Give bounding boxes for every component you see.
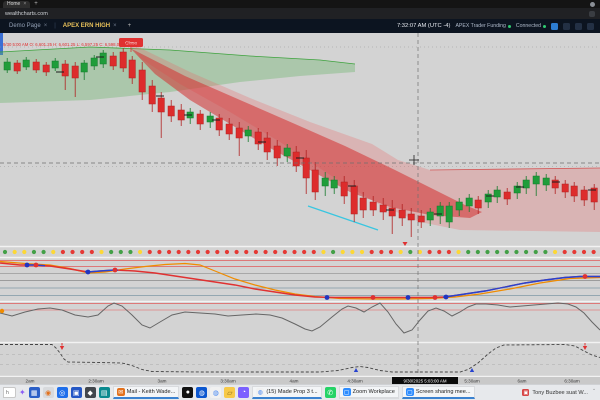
dashed-indicator-panel [0,343,600,373]
taskbar-mail[interactable]: ✉ Mail - Keith Wade... [112,386,180,399]
taskbar-mail-icon: ✉ [116,388,125,396]
svg-text:6am: 6am [518,379,527,384]
time-axis: 2am 2:30am 3am 3:30am 4am 4:30am 5:30am 6am 6:30… [0,377,600,384]
svg-text:4am: 4am [290,379,299,384]
taskbar-screenshare[interactable]: ▢ Screen sharing mee... [401,386,475,399]
app-icon-teal[interactable]: ▤ [98,387,110,398]
copilot-icon[interactable]: ✦ [19,387,26,397]
chart-canvas[interactable]: Close 2am 2:30am 3am 3:30am 4am 4:30am 5:30am 6… [0,33,600,384]
taskbar-chevron-icon[interactable]: ＾ [590,391,597,397]
signal-line-panel [0,260,600,311]
taskbar-chrome-window-icon: ◍ [256,388,265,396]
app-icon-black-circle[interactable]: ● [182,387,194,398]
account-label: APEX Trader Funding [455,23,506,29]
windows-taskbar: h ✦ ▦ ◉ ◎ ▣ ◆ ▤ ✉ Mail - Keith Wade... ● ◍ ◍ ▱ ◔ ◍ (15) … [0,384,600,400]
svg-text:5:30am: 5:30am [464,379,479,384]
app-icon-browser[interactable]: ◉ [42,387,54,398]
app-icon-edge[interactable]: ◍ [196,387,208,398]
taskbar-chrome-window-label: (15) Made Prop 3 t... [266,389,318,395]
trendline-layer [307,205,379,231]
taskbar-zoom-icon: ▢ [342,388,351,396]
browser-tab-home[interactable]: Home × [3,0,31,8]
svg-text:2am: 2am [26,379,35,384]
app-icon-chrome[interactable]: ◍ [210,387,222,398]
taskbar-search-box[interactable]: h [3,387,16,398]
svg-text:6:30am: 6:30am [564,379,579,384]
oscillator-panel [0,302,600,334]
app-icon-purple[interactable]: ◔ [238,387,250,398]
crosshair-layer [0,33,600,376]
workspace-tab-apex-ern-high[interactable]: APEX ERN HIGH × [62,23,117,29]
ohlc-readout: 9/30 5:00 AM O: 6,601.25 H: 6,601.25 L: … [3,42,142,47]
account-status: APEX Trader Funding [455,23,511,29]
app-icon-blue[interactable]: ◎ [56,387,68,398]
taskbar-screenshare-icon: ▢ [405,388,414,396]
connection-status-dot [543,24,546,28]
svg-text:Close: Close [125,41,137,46]
app-header: Demo Page × | APEX ERN HIGH × + 7:32:07 AM (… [0,19,600,33]
clock: 7:32:07 AM (UTC -4) [396,23,451,29]
browser-tab-title: Home [7,1,21,7]
header-tool-icon-4[interactable] [587,22,594,30]
browser-tab-strip: Home × + [0,0,600,8]
new-tab-button[interactable]: + [34,1,38,7]
taskbar-screenshare-label: Screen sharing mee... [415,389,471,395]
candles-layer [3,48,598,237]
app-icon-store[interactable]: ▦ [28,387,40,398]
cloud-zones-layer [0,42,600,232]
tab-close-icon[interactable]: × [23,1,27,7]
app-icon-folder[interactable]: ▱ [224,387,236,398]
header-tool-icon-3[interactable] [575,22,582,30]
app-icon-ae[interactable]: ▣ [70,387,82,398]
app-icon-whatsapp[interactable]: ✆ [324,387,336,398]
svg-text:4:30am: 4:30am [347,379,362,384]
close-flag-marker[interactable]: Close [119,38,143,52]
taskbar-zoom[interactable]: ▢ Zoom Workplace [338,386,399,399]
workspace-tabs: Demo Page × | APEX ERN HIGH × [6,22,120,30]
svg-text:3am: 3am [158,379,167,384]
taskbar-mail-label: Mail - Keith Wade... [126,389,176,395]
notification-icon[interactable]: ▣ [522,389,530,396]
svg-text:2:30am: 2:30am [88,379,103,384]
workspace-tab-demo-page[interactable]: Demo Page × [9,23,48,29]
svg-text:9/30/2025 5:03:00 AM: 9/30/2025 5:03:00 AM [404,379,447,384]
browser-profile-avatar[interactable] [590,1,595,7]
taskbar-chrome-window[interactable]: ◍ (15) Made Prop 3 t... [252,386,322,399]
header-tool-icon-2[interactable] [563,22,570,30]
signal-dots-layer [2,242,596,255]
browser-address-bar[interactable]: wealthcharts.com [0,8,600,19]
url-text: wealthcharts.com [5,10,48,17]
taskbar-items: h ✦ ▦ ◉ ◎ ▣ ◆ ▤ ✉ Mail - Keith Wade... ● ◍ ◍ ▱ ◔ ◍ (15) … [3,386,475,399]
chart-background-layer [0,33,600,378]
account-status-dot [507,24,511,28]
extension-icon[interactable] [589,10,595,17]
notification-text[interactable]: Tony Buzbee suat W... [532,389,588,396]
taskbar-zoom-label: Zoom Workplace [352,389,395,395]
svg-text:3:30am: 3:30am [220,379,235,384]
connection-label: Connected [515,23,541,29]
add-workspace-tab-button[interactable]: + [127,23,132,29]
app-icon-dark[interactable]: ◆ [84,387,96,398]
header-tool-icon-1[interactable] [551,22,558,30]
connection-status: Connected [516,23,546,29]
svg-text:9/30 5:00 AM O: 6,601.25 H: 9/30 5:00 AM O: 6,601.25 H: 6,601.25 L: … [3,42,142,47]
